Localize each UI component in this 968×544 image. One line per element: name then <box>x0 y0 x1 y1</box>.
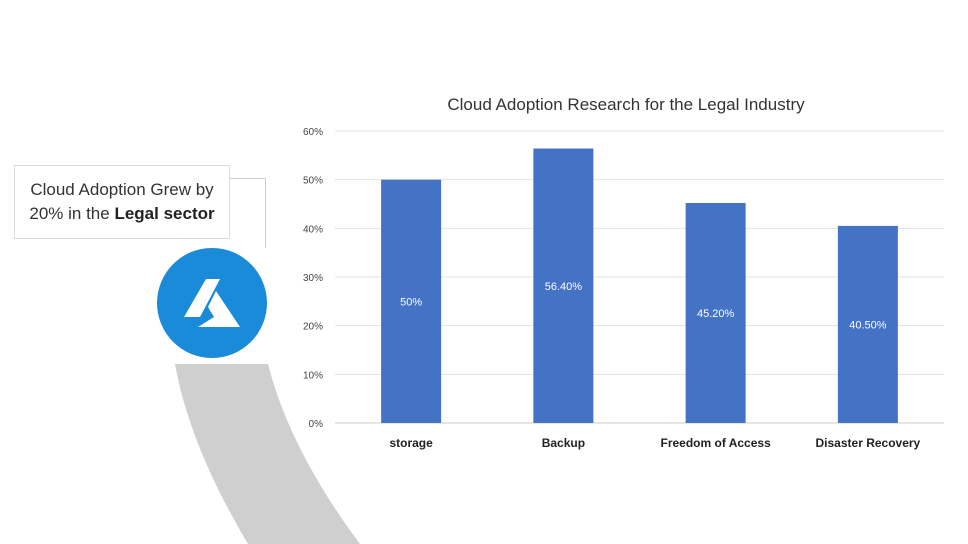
x-tick-label: storage <box>389 436 433 450</box>
bar <box>533 148 594 423</box>
y-tick-label: 50% <box>303 176 323 187</box>
bars <box>381 148 898 423</box>
data-label: 50% <box>400 296 422 308</box>
chart-title: Cloud Adoption Research for the Legal In… <box>447 95 805 114</box>
callout-box: Cloud Adoption Grew by 20% in the Legal … <box>14 165 230 239</box>
y-tick-label: 10% <box>303 370 323 381</box>
callout-line-2-prefix: 20% in the <box>29 204 110 223</box>
callout-line-2: 20% in the Legal sector <box>29 202 214 226</box>
y-tick-label: 0% <box>309 419 324 430</box>
y-tick-label: 60% <box>303 127 323 138</box>
callout-line-1: Cloud Adoption Grew by <box>30 180 214 199</box>
y-tick-label: 30% <box>303 273 323 284</box>
y-tick-label: 20% <box>303 322 323 333</box>
bar <box>685 203 746 423</box>
data-label: 56.40% <box>545 281 583 293</box>
callout-highlight: Legal sector <box>114 204 215 223</box>
y-axis-ticks: 0% 10% 20% 30% 40% 50% 60% <box>303 127 323 430</box>
azure-logo <box>157 248 267 358</box>
azure-logo-icon <box>184 279 240 327</box>
x-tick-label: Backup <box>542 436 585 450</box>
x-tick-label: Disaster Recovery <box>816 436 921 450</box>
bar <box>381 179 442 423</box>
bar <box>837 225 898 423</box>
x-tick-label: Freedom of Access <box>660 436 771 450</box>
x-axis-labels: storage Backup Freedom of Access Disaster R… <box>389 436 920 450</box>
data-label: 45.20% <box>697 308 735 320</box>
data-label: 40.50% <box>849 319 887 331</box>
data-labels: 50% 56.40% 45.20% 40.50% <box>400 281 887 332</box>
callout-connector <box>230 178 266 248</box>
y-tick-label: 40% <box>303 224 323 235</box>
